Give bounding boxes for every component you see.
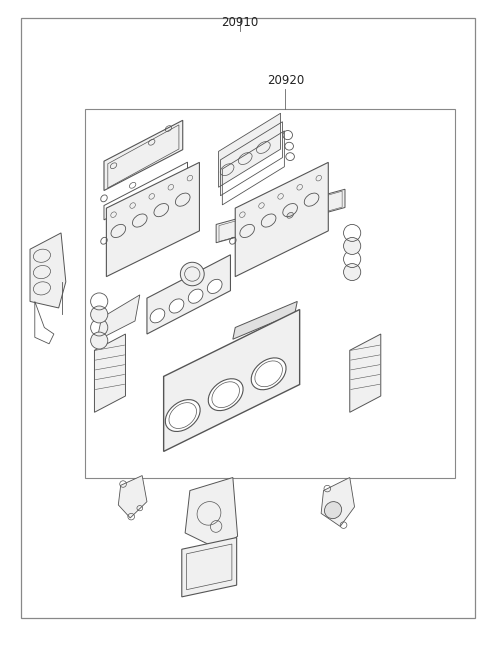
Ellipse shape [208, 379, 243, 411]
Ellipse shape [324, 502, 342, 519]
Polygon shape [350, 334, 381, 412]
Ellipse shape [287, 212, 293, 218]
Polygon shape [97, 295, 140, 341]
Polygon shape [104, 121, 183, 191]
Ellipse shape [188, 289, 203, 303]
Polygon shape [107, 162, 199, 276]
Ellipse shape [165, 400, 200, 432]
Polygon shape [216, 189, 345, 243]
Polygon shape [321, 477, 355, 527]
Text: 20910: 20910 [221, 16, 259, 29]
Polygon shape [118, 476, 147, 518]
Ellipse shape [180, 262, 204, 286]
Polygon shape [30, 233, 66, 308]
Polygon shape [182, 538, 237, 597]
Bar [85, 109, 455, 477]
Polygon shape [147, 255, 230, 334]
Ellipse shape [91, 306, 108, 323]
Ellipse shape [251, 358, 286, 390]
Ellipse shape [150, 309, 165, 323]
Polygon shape [235, 162, 328, 276]
Ellipse shape [207, 279, 222, 293]
Ellipse shape [344, 238, 361, 254]
Polygon shape [95, 334, 125, 412]
Polygon shape [164, 310, 300, 451]
Polygon shape [233, 301, 297, 339]
Text: 20920: 20920 [267, 75, 304, 88]
Ellipse shape [91, 332, 108, 349]
Ellipse shape [169, 299, 184, 313]
Polygon shape [218, 113, 281, 187]
Polygon shape [185, 477, 238, 550]
Ellipse shape [344, 263, 361, 280]
